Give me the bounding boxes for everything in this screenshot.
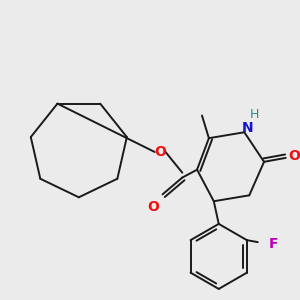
Text: O: O [155,145,167,159]
Text: F: F [269,237,278,251]
Text: N: N [242,121,253,135]
Text: O: O [147,200,159,214]
Text: H: H [250,108,259,121]
Text: O: O [289,149,300,163]
